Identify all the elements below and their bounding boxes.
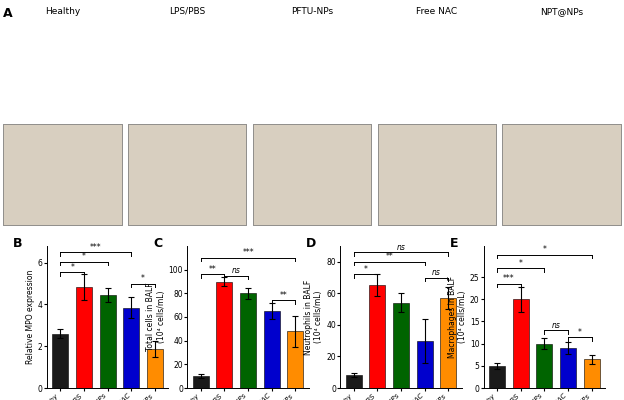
Text: NPT@NPs: NPT@NPs — [540, 7, 583, 16]
Bar — [147, 349, 163, 388]
Text: ns: ns — [552, 321, 561, 330]
Text: Free NAC: Free NAC — [416, 7, 457, 16]
Text: ***: *** — [242, 248, 254, 258]
Bar — [124, 308, 139, 388]
Bar — [537, 344, 552, 388]
Y-axis label: Macrophages in BALF
(10⁴ cells/mL): Macrophages in BALF (10⁴ cells/mL) — [447, 276, 467, 358]
FancyBboxPatch shape — [502, 124, 621, 225]
Bar — [440, 298, 456, 388]
Text: **: ** — [208, 265, 217, 274]
Bar — [513, 299, 529, 388]
FancyBboxPatch shape — [253, 124, 371, 225]
Text: ns: ns — [432, 268, 441, 277]
Bar — [263, 311, 280, 388]
FancyBboxPatch shape — [3, 124, 122, 225]
FancyBboxPatch shape — [378, 124, 496, 225]
Y-axis label: Total cells in BALF
(10⁴ cells/mL): Total cells in BALF (10⁴ cells/mL) — [147, 283, 166, 351]
FancyBboxPatch shape — [253, 124, 371, 225]
Bar — [393, 303, 409, 388]
Bar — [100, 295, 115, 388]
FancyBboxPatch shape — [378, 124, 496, 225]
Text: ns: ns — [232, 266, 241, 275]
Bar — [583, 359, 600, 388]
Text: ns: ns — [396, 243, 406, 252]
Bar — [240, 293, 256, 388]
Bar — [369, 286, 385, 388]
Bar — [217, 282, 232, 388]
Bar — [489, 366, 505, 388]
Text: **: ** — [385, 252, 393, 261]
Text: ***: *** — [503, 274, 515, 283]
Bar — [560, 348, 576, 388]
Text: A: A — [3, 7, 12, 20]
Bar — [287, 331, 303, 388]
Text: *: * — [141, 274, 145, 283]
FancyBboxPatch shape — [128, 124, 246, 225]
Text: *: * — [364, 265, 368, 274]
Text: *: * — [578, 328, 582, 336]
FancyBboxPatch shape — [502, 124, 621, 225]
Text: ***: *** — [90, 243, 102, 252]
Bar — [193, 376, 209, 388]
Text: *: * — [71, 263, 74, 272]
FancyBboxPatch shape — [128, 124, 246, 225]
Bar — [52, 334, 69, 388]
Bar — [417, 341, 432, 388]
Text: LPS/PBS: LPS/PBS — [169, 7, 205, 16]
Text: **: ** — [280, 291, 288, 300]
Text: *: * — [519, 259, 523, 268]
Text: B: B — [12, 238, 22, 250]
Text: PFTU-NPs: PFTU-NPs — [291, 7, 333, 16]
Text: D: D — [306, 238, 316, 250]
Text: C: C — [153, 238, 162, 250]
Bar — [76, 287, 92, 388]
FancyBboxPatch shape — [3, 124, 122, 225]
Bar — [346, 375, 362, 388]
Text: *: * — [542, 246, 547, 254]
Y-axis label: Relative MPO expression: Relative MPO expression — [26, 270, 35, 364]
Y-axis label: Neutrophils in BALF
(10⁴ cells/mL): Neutrophils in BALF (10⁴ cells/mL) — [304, 279, 323, 355]
Text: E: E — [449, 238, 458, 250]
Text: *: * — [82, 252, 86, 261]
Text: Healthy: Healthy — [45, 7, 80, 16]
